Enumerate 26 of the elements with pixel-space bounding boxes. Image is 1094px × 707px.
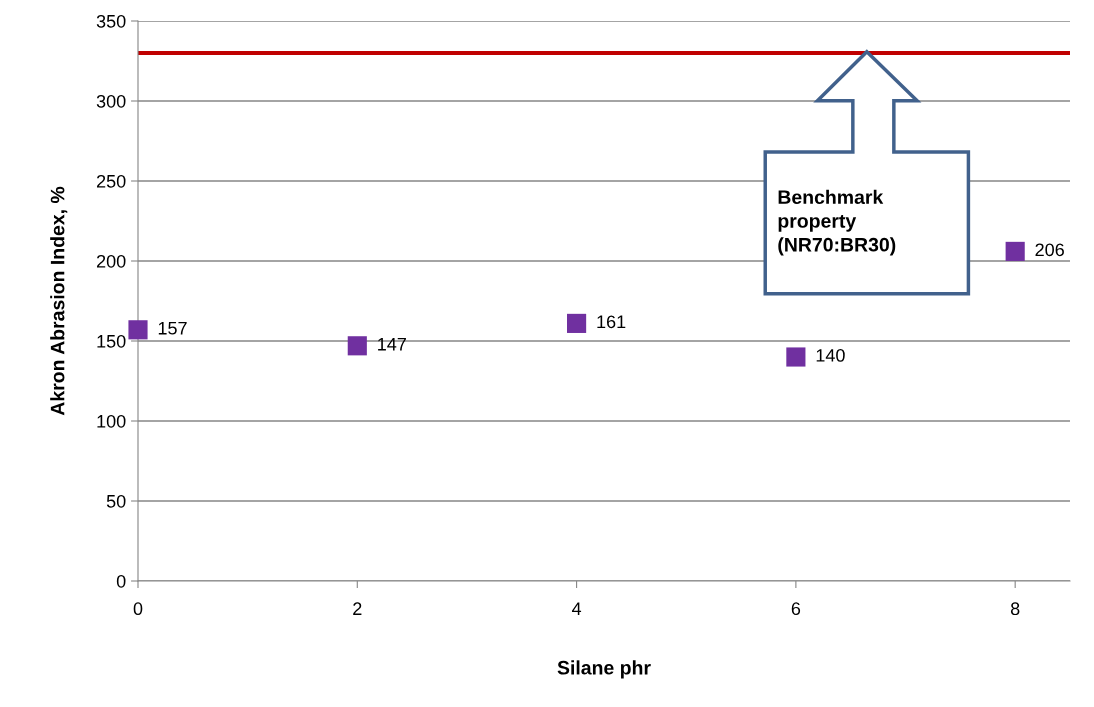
x-axis-title: Silane phr (557, 660, 651, 679)
data-label: 140 (816, 348, 845, 362)
y-tick-label: 0 (116, 574, 126, 588)
y-tick-label: 350 (96, 14, 126, 28)
data-label: 157 (158, 321, 187, 335)
point (1005, 241, 1025, 261)
x-tick-label: 4 (571, 602, 582, 615)
x-tick-label: 8 (1010, 602, 1020, 616)
y-tick-label: 50 (106, 494, 126, 508)
data-label: 147 (378, 337, 406, 351)
point (567, 313, 587, 333)
data-label: 206 (1035, 243, 1064, 257)
point (128, 320, 148, 340)
y-tick-label: 150 (97, 334, 126, 348)
y-axis-title: Akron Abrasion Index, % (50, 186, 68, 416)
point (347, 336, 367, 356)
point (786, 347, 806, 367)
y-tick-label: 200 (96, 254, 126, 268)
y-tick-label: 250 (96, 174, 126, 188)
data-label: 161 (597, 315, 626, 329)
y-tick-label: 300 (96, 94, 126, 108)
y-tick-label: 100 (97, 414, 126, 428)
x-tick-label: 6 (791, 602, 801, 616)
annotation: Benchmark property (NR70:BR30) (778, 189, 896, 256)
x-tick-label: 2 (353, 602, 362, 615)
x-tick-label: 0 (133, 602, 143, 616)
